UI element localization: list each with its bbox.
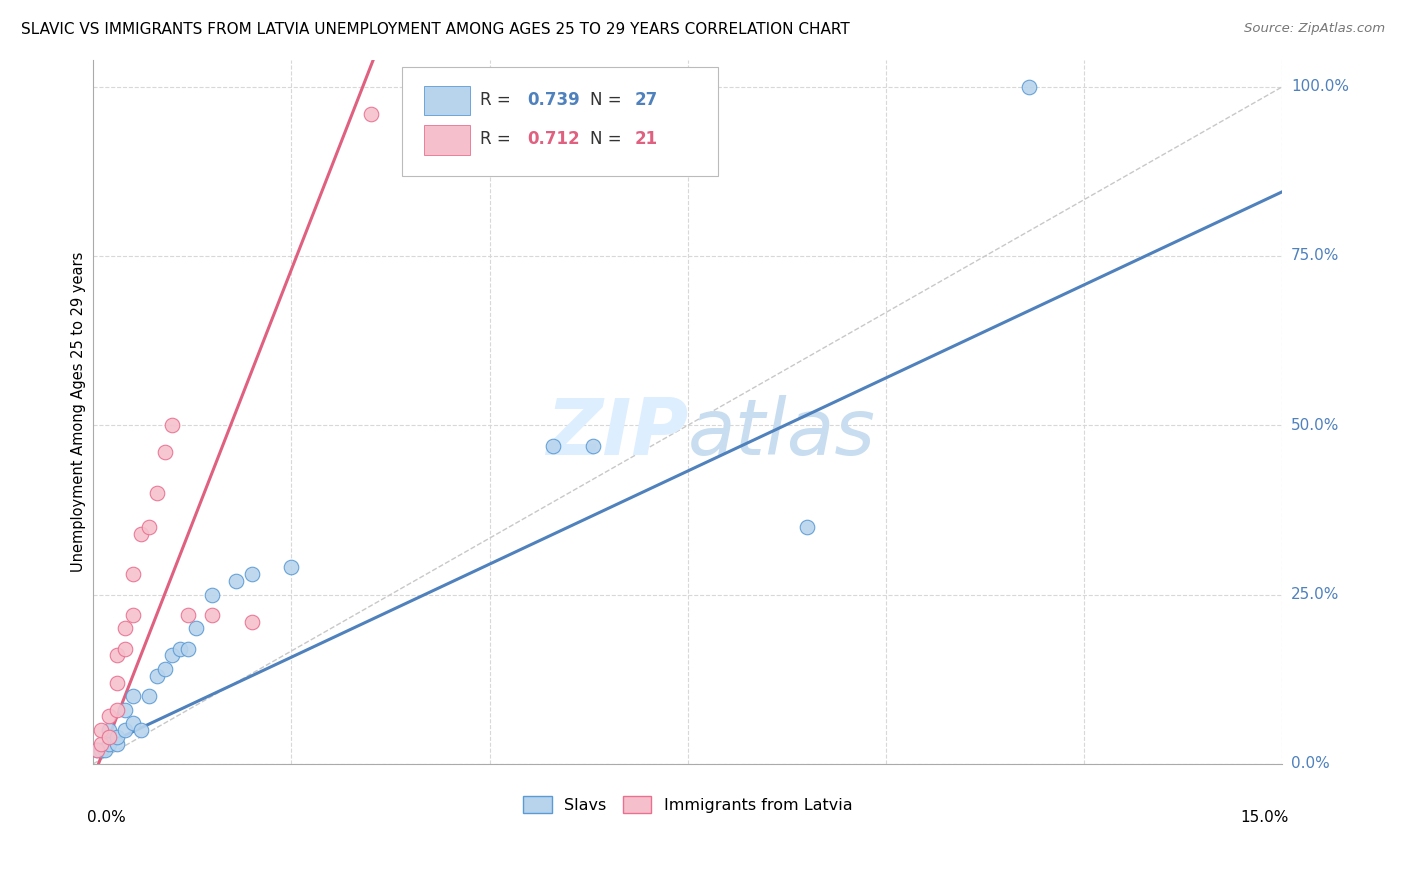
Point [90,723,112,737]
Point [98,709,121,723]
Point [98,730,121,744]
Point [162,648,184,663]
Point [162,418,184,433]
Point [121,567,143,582]
Text: 0.0%: 0.0% [87,810,127,824]
Text: ZIP: ZIP [546,395,688,471]
Point [201,588,224,602]
Point [98,737,121,751]
Point [138,689,160,703]
Point [582,439,605,453]
Point [114,703,136,717]
Point [94,743,117,757]
Text: R =: R = [479,130,516,148]
Text: 75.0%: 75.0% [1291,249,1339,263]
Text: atlas: atlas [688,395,876,471]
Point [145,669,167,683]
FancyBboxPatch shape [423,86,470,115]
Point [153,445,176,459]
Point [105,703,128,717]
Point [240,567,263,582]
Text: R =: R = [479,91,516,109]
Point [121,607,143,622]
FancyBboxPatch shape [423,125,470,154]
Point [86,743,108,757]
Text: N =: N = [591,130,627,148]
Text: SLAVIC VS IMMIGRANTS FROM LATVIA UNEMPLOYMENT AMONG AGES 25 TO 29 YEARS CORRELAT: SLAVIC VS IMMIGRANTS FROM LATVIA UNEMPLO… [21,22,849,37]
Text: 100.0%: 100.0% [1291,79,1348,95]
Text: 27: 27 [634,91,658,109]
Point [177,607,200,622]
Text: 25.0%: 25.0% [1291,587,1339,602]
Point [177,641,200,656]
Legend: Slavs, Immigrants from Latvia: Slavs, Immigrants from Latvia [516,790,859,819]
Point [1018,79,1040,94]
Point [98,723,121,737]
Point [129,526,152,541]
Text: 0.0%: 0.0% [1291,756,1330,772]
Text: Source: ZipAtlas.com: Source: ZipAtlas.com [1244,22,1385,36]
Point [240,615,263,629]
Point [201,607,224,622]
Text: 21: 21 [634,130,658,148]
Point [225,574,247,588]
FancyBboxPatch shape [402,67,717,176]
Point [105,648,128,663]
Point [280,560,302,574]
Point [105,737,128,751]
Point [129,723,152,737]
Text: N =: N = [591,91,627,109]
Point [541,439,564,453]
Text: 0.712: 0.712 [527,130,579,148]
Point [121,716,143,731]
Point [114,723,136,737]
Point [86,743,108,757]
Text: 15.0%: 15.0% [1240,810,1288,824]
Text: 0.739: 0.739 [527,91,581,109]
Point [169,641,191,656]
Point [105,675,128,690]
Text: 50.0%: 50.0% [1291,417,1339,433]
Point [114,621,136,635]
Point [114,641,136,656]
Point [186,621,208,635]
Point [153,662,176,676]
Point [90,737,112,751]
Point [360,107,382,121]
Point [138,520,160,534]
Point [145,486,167,500]
Point [105,730,128,744]
Point [121,689,143,703]
Y-axis label: Unemployment Among Ages 25 to 29 years: Unemployment Among Ages 25 to 29 years [72,252,86,572]
Point [90,743,112,757]
Point [796,520,818,534]
